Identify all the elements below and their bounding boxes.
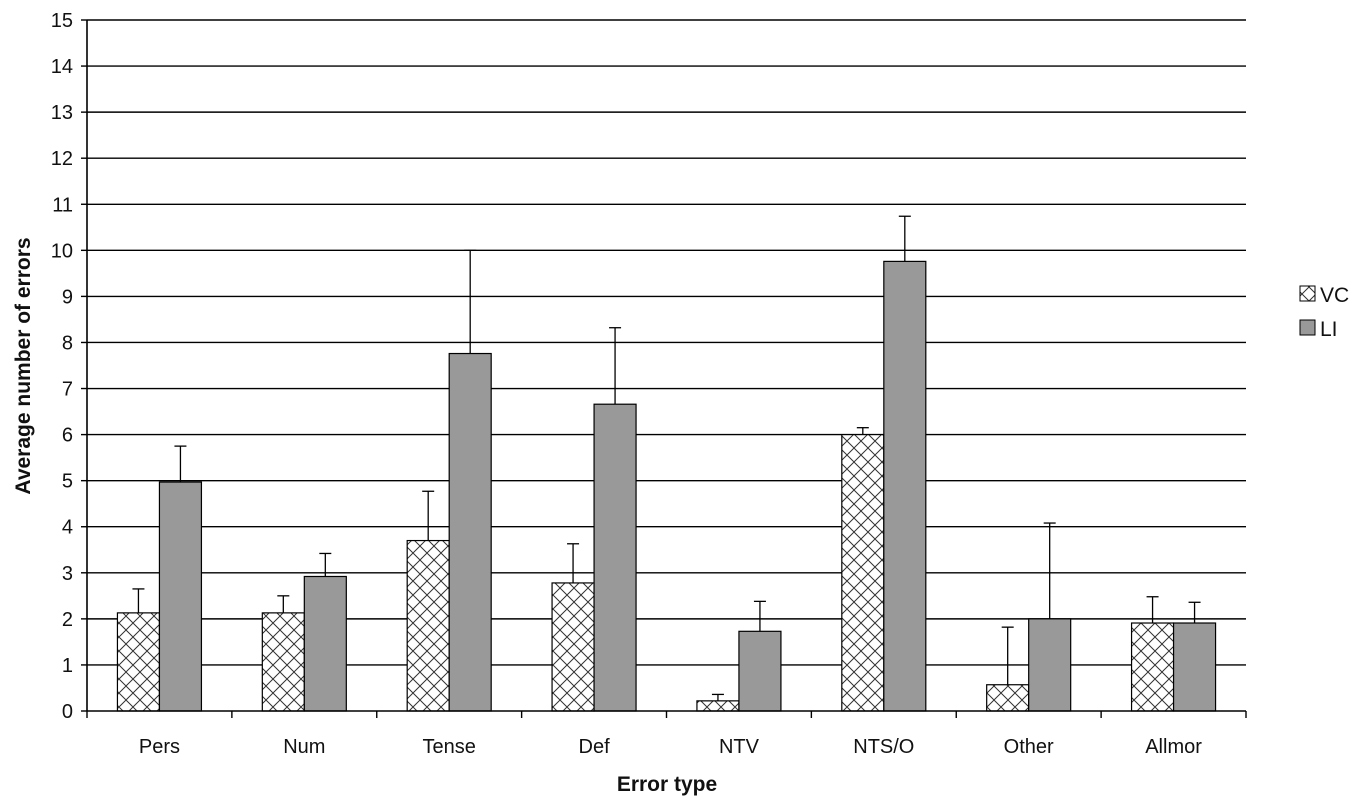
legend: VC LI xyxy=(1299,284,1349,341)
y-axis-title: Average number of errors xyxy=(12,237,35,494)
x-tick-label: Pers xyxy=(139,736,180,758)
y-tick-label: 0 xyxy=(62,701,73,723)
bar-li xyxy=(158,481,203,712)
legend-swatch-vc xyxy=(1299,285,1316,302)
x-tick-label: NTS/O xyxy=(853,736,914,758)
bar-li xyxy=(1028,618,1072,712)
bar-vc xyxy=(696,700,740,712)
bar-li xyxy=(1172,622,1217,712)
bar-vc xyxy=(841,434,885,712)
legend-swatch-li xyxy=(1299,319,1316,336)
gridlines xyxy=(87,19,1246,666)
y-tick-label: 9 xyxy=(62,286,73,308)
y-tick-label: 15 xyxy=(51,10,73,32)
bar-vc xyxy=(986,684,1030,712)
bar-vc xyxy=(116,612,161,712)
bars xyxy=(116,260,1217,712)
y-tick-label: 12 xyxy=(51,148,73,170)
y-tick-label: 5 xyxy=(62,471,73,493)
bar-li xyxy=(448,352,492,712)
error-bars xyxy=(132,215,1201,701)
x-axis-title: Error type xyxy=(617,773,717,796)
x-tick-label: Allmor xyxy=(1145,736,1202,758)
bar-li xyxy=(883,260,927,712)
bar-li xyxy=(738,630,782,712)
y-tick-label: 3 xyxy=(62,563,73,585)
bar-li xyxy=(593,403,637,712)
bar-vc xyxy=(1130,622,1175,712)
y-tick-label: 8 xyxy=(62,332,73,354)
y-tick-label: 2 xyxy=(62,609,73,631)
y-tick-label: 1 xyxy=(62,655,73,677)
bar-vc xyxy=(551,582,595,712)
legend-label-li: LI xyxy=(1320,318,1338,341)
bar-vc xyxy=(406,539,450,712)
y-tick-label: 11 xyxy=(52,194,73,216)
x-tick-label: Num xyxy=(283,736,325,758)
axes xyxy=(81,19,1247,718)
x-tick-label: Def xyxy=(579,736,611,758)
bar-vc xyxy=(261,612,305,712)
x-tick-label: Other xyxy=(1004,736,1054,758)
x-tick-label: NTV xyxy=(719,736,760,758)
y-tick-label: 13 xyxy=(51,102,73,124)
y-tick-label: 10 xyxy=(51,240,73,262)
y-tick-label: 4 xyxy=(62,517,73,539)
y-tick-label: 6 xyxy=(62,425,73,447)
x-tick-label: Tense xyxy=(423,736,476,758)
bar-li xyxy=(303,575,347,712)
y-tick-label: 7 xyxy=(62,379,73,401)
legend-label-vc: VC xyxy=(1320,284,1349,307)
y-tick-label: 14 xyxy=(51,56,73,78)
